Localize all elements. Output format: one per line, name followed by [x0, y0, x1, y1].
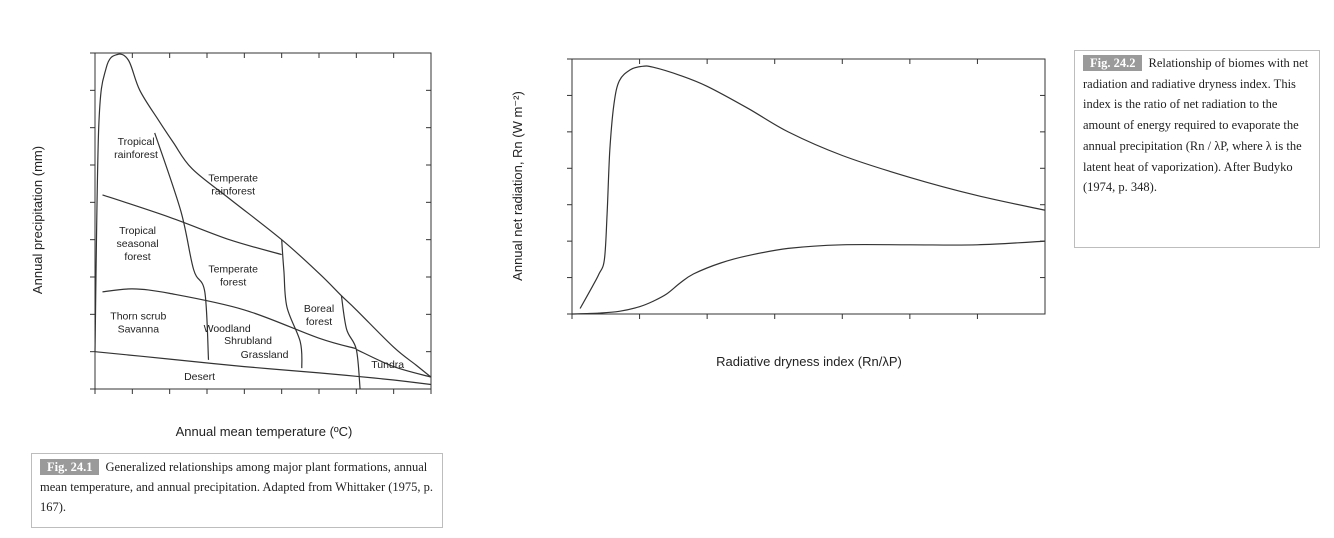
chart1-region-label: Tropical seasonal forest	[117, 225, 159, 263]
chart2-y-axis-title: Annual net radiation, Rn (W m⁻²)	[510, 91, 525, 281]
chart1-region-label-line: Boreal	[304, 303, 334, 315]
chart1-region-label-line: forest	[124, 251, 150, 263]
chart1-boundary-outer	[94, 53, 432, 378]
chart1-boundary-div-boreal-tundra	[340, 295, 361, 390]
figure-24-2-caption: Fig. 24.2 Relationship of biomes with net…	[1074, 50, 1320, 248]
chart1-region-label-line: rainforest	[114, 149, 158, 161]
chart1-region-label: Woodland	[204, 323, 251, 335]
chart1-region-label-line: Grassland	[241, 349, 289, 361]
chart1-region-label-line: Tropical	[118, 136, 155, 148]
chart2-upper-boundary-line	[579, 65, 1046, 309]
chart1-region-label-line: Savanna	[118, 324, 160, 336]
chart1-region-label: Thorn scrub Savanna	[110, 311, 166, 336]
chart1-region-label-line: rainforest	[211, 185, 255, 197]
figure-24-1-text: Generalized relationships among major pl…	[40, 460, 434, 514]
figure-24-1-tag: Fig. 24.1	[40, 459, 100, 475]
chart1-region-label: Tundra	[371, 359, 404, 371]
chart2-lower-boundary-line	[571, 240, 1046, 315]
chart1-region-label-line: Shrubland	[224, 335, 272, 347]
chart1-boundary-div-temperate-boreal	[281, 239, 303, 369]
chart1-y-axis-title: Annual precipitation (mm)	[30, 146, 45, 294]
chart1-region-label: Desert	[184, 371, 215, 383]
chart1-region-label-line: seasonal	[117, 238, 159, 250]
chart1-region-label-line: Tropical	[119, 225, 156, 237]
chart1-region-label-line: Temperate	[208, 264, 258, 276]
chart2-plot-frame	[571, 58, 1046, 315]
budyko-biome-chart: Radiative dryness index (Rn/λP) Annual n…	[510, 58, 1046, 369]
chart1-region-label: Temperate forest	[208, 264, 258, 289]
chart1-region-label-line: Thorn scrub	[110, 311, 166, 323]
chart1-boundary-tundra-top	[356, 348, 432, 378]
chart1-boundary-desert-top	[94, 351, 432, 386]
chart1-region-label: Shrubland	[224, 335, 272, 347]
chart2-x-axis-title: Radiative dryness index (Rn/λP)	[716, 354, 902, 369]
figure-24-2-text: Relationship of biomes with net radiatio…	[1083, 56, 1309, 195]
chart1-region-label-line: Desert	[184, 371, 215, 383]
chart1-region-label-line: Woodland	[204, 323, 251, 335]
chart1-region-label: Boreal forest	[304, 303, 334, 328]
figure-24-2-tag: Fig. 24.2	[1083, 55, 1143, 71]
chart1-region-label-line: forest	[306, 316, 332, 328]
chart1-region-label-line: Tundra	[371, 359, 404, 371]
chart1-boundary-div-rainforest-temperate	[154, 132, 210, 360]
chart1-plot-frame	[94, 52, 432, 390]
chart1-boundary-tropical-seasonal-top	[102, 194, 282, 256]
chart1-x-axis-title: Annual mean temperature (ºC)	[176, 424, 353, 439]
chart1-region-label-line: forest	[220, 277, 246, 289]
chart1-region-label: Tropical rainforest	[114, 136, 158, 161]
chart1-boundary-thorn-scrub-top	[102, 288, 357, 350]
figure-24-1-caption: Fig. 24.1 Generalized relationships among…	[31, 453, 443, 528]
chart1-region-label: Temperate rainforest	[208, 172, 258, 197]
chart1-region-label-line: Temperate	[208, 172, 258, 184]
chart1-region-label: Grassland	[241, 349, 289, 361]
